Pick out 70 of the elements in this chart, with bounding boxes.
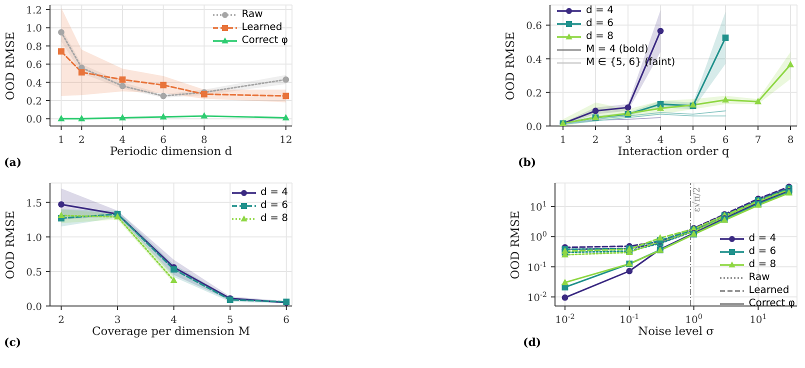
x-axis-title: Coverage per dimension M xyxy=(92,324,250,338)
legend-label: Raw xyxy=(242,8,263,21)
x-tick-label: 7 xyxy=(754,135,762,146)
y-tick-label: 0.4 xyxy=(526,54,542,66)
legend-label: d = 6 xyxy=(748,245,776,258)
y-tick-label: 0.2 xyxy=(526,88,542,100)
x-tick-label: 4 xyxy=(170,315,177,326)
y-tick-label: 0.2 xyxy=(26,96,42,108)
text: (d) xyxy=(523,336,542,349)
legend-label: Learned xyxy=(748,284,790,297)
legend-label: d = 8 xyxy=(748,258,776,271)
y-tick-label: 0.6 xyxy=(526,21,542,32)
y-tick-label: 1.5 xyxy=(26,198,42,210)
y-tick-label: 0.0 xyxy=(526,122,542,133)
legend-label: Learned xyxy=(242,21,282,34)
legend-label: d = 6 xyxy=(260,199,288,212)
y-axis-title: OOD RMSE xyxy=(503,31,517,100)
x-tick-label: 2 xyxy=(58,315,64,326)
y-axis-title: OOD RMSE xyxy=(3,31,17,100)
y-tick-label: 0.0 xyxy=(26,114,42,126)
x-axis-title: Noise level σ xyxy=(638,324,714,338)
text: (c) xyxy=(4,336,22,349)
legend-label: d = 6 xyxy=(586,17,614,30)
x-tick-label: 10$^{1}$ xyxy=(750,312,767,326)
legend-label: d = 4 xyxy=(260,186,288,199)
x-tick-label: 2 xyxy=(592,135,599,146)
x-tick-label: 3 xyxy=(624,135,632,146)
x-axis-title: Interaction order q xyxy=(618,144,730,158)
y-tick-label: 1.0 xyxy=(26,232,42,244)
x-tick-label: 10$^{-2}$ xyxy=(555,312,575,326)
y-tick-label: 0.6 xyxy=(26,60,42,72)
y-tick-label: 0.0 xyxy=(26,302,42,313)
text: (a) xyxy=(4,156,22,169)
y-tick-label: 1.0 xyxy=(26,24,42,35)
x-tick-label: 6 xyxy=(160,135,167,146)
x-tick-label: 4 xyxy=(119,135,126,146)
x-tick-label: 2 xyxy=(78,135,85,146)
ref-line-label: ε√π/2 xyxy=(692,187,703,212)
x-tick-label: 3 xyxy=(114,315,121,326)
y-tick-label: 0.5 xyxy=(26,267,42,278)
legend-label: Raw xyxy=(748,271,770,284)
x-tick-label: 5 xyxy=(690,135,696,146)
x-tick-label: 12 xyxy=(280,135,292,146)
x-tick-label: 6 xyxy=(283,315,290,326)
x-axis-title: Periodic dimension d xyxy=(110,144,232,158)
x-tick-label: 10$^{-1}$ xyxy=(620,312,640,326)
y-axis-title: OOD RMSE xyxy=(3,210,17,279)
legend-label: d = 8 xyxy=(260,212,288,225)
x-tick-label: 8 xyxy=(787,135,794,146)
y-tick-label: 1.2 xyxy=(26,6,42,17)
y-tick-label: 0.4 xyxy=(26,78,42,90)
x-tick-label: 6 xyxy=(722,135,729,146)
legend-label: Correct φ xyxy=(242,34,288,47)
y-tick-label: 0.8 xyxy=(26,42,42,53)
legend-label: d = 8 xyxy=(586,30,614,43)
legend-label: M = 4 (bold) xyxy=(586,43,648,56)
text: (b) xyxy=(518,156,536,169)
y-tick-label: 10$^{-1}$ xyxy=(527,259,547,274)
x-tick-label: 5 xyxy=(226,315,234,326)
x-tick-label: 1 xyxy=(58,135,64,146)
x-tick-label: 1 xyxy=(560,135,566,146)
x-tick-label: 10$^{0}$ xyxy=(685,312,703,326)
legend-label: d = 4 xyxy=(748,232,776,245)
y-tick-label: 10$^{1}$ xyxy=(530,198,547,214)
y-axis-title: OOD RMSE xyxy=(508,210,522,279)
legend-label: d = 4 xyxy=(586,4,614,17)
x-tick-label: 4 xyxy=(657,135,664,146)
y-tick-label: 10$^{-2}$ xyxy=(527,289,547,304)
y-tick-label: 10$^{0}$ xyxy=(530,229,548,244)
x-tick-label: 8 xyxy=(201,135,208,146)
